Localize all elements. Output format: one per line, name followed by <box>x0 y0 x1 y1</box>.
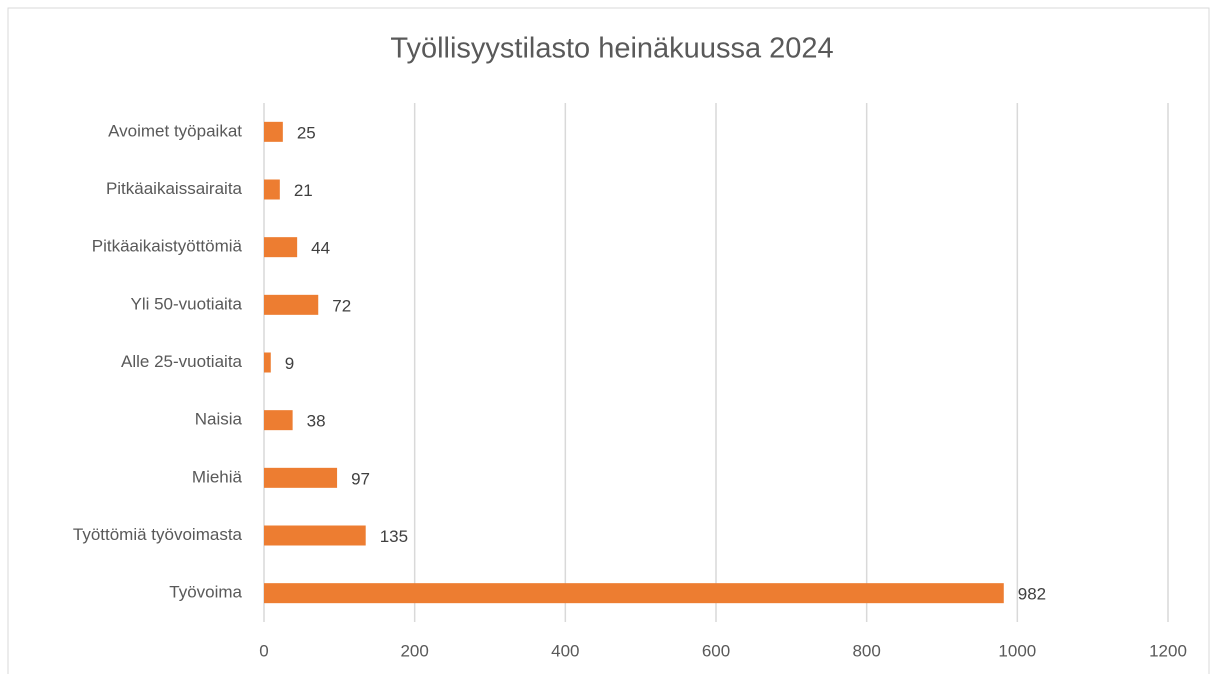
data-label: 38 <box>307 412 326 431</box>
y-tick-label: Työvoima <box>169 583 242 602</box>
x-tick-label: 600 <box>702 641 730 660</box>
x-tick-label: 1000 <box>998 641 1036 660</box>
data-label: 72 <box>332 296 351 315</box>
bar <box>264 525 366 546</box>
bar <box>264 467 338 488</box>
bar <box>264 583 1004 604</box>
y-tick-label: Naisia <box>195 410 243 429</box>
y-tick-label: Yli 50-vuotiaita <box>130 294 242 313</box>
y-tick-label: Alle 25-vuotiaita <box>121 352 243 371</box>
y-tick-label: Työttömiä työvoimasta <box>73 525 243 544</box>
bar <box>264 237 298 258</box>
data-label: 9 <box>285 354 294 373</box>
bar <box>264 294 319 315</box>
chart-border <box>7 7 1210 674</box>
y-tick-label: Avoimet työpaikat <box>108 121 242 140</box>
x-tick-label: 400 <box>551 641 579 660</box>
data-label: 21 <box>294 181 313 200</box>
bar <box>264 352 271 373</box>
y-tick-label: Miehiä <box>192 467 243 486</box>
data-label: 25 <box>297 123 316 142</box>
y-tick-label: Pitkäaikaissairaita <box>106 179 243 198</box>
x-tick-label: 0 <box>259 641 268 660</box>
data-label: 97 <box>351 469 370 488</box>
chart-title: Työllisyystilasto heinäkuussa 2024 <box>390 33 833 65</box>
data-label: 982 <box>1018 585 1046 604</box>
data-label: 135 <box>380 527 408 546</box>
data-label: 44 <box>311 239 330 258</box>
bar <box>264 179 280 200</box>
bar <box>264 410 293 431</box>
bar <box>264 121 283 142</box>
x-tick-label: 800 <box>852 641 880 660</box>
x-tick-label: 200 <box>400 641 428 660</box>
x-tick-label: 1200 <box>1149 641 1187 660</box>
y-tick-label: Pitkäaikaistyöttömiä <box>92 237 243 256</box>
